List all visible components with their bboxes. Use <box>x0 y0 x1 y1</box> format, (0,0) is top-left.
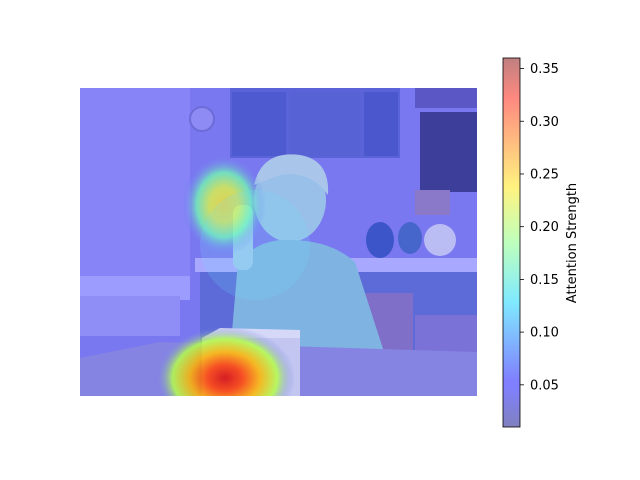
colorbar-tick-label: 0.15 <box>530 273 559 288</box>
colorbar-tick-label: 0.35 <box>530 62 559 77</box>
colorbar: 0.05 0.10 0.15 0.20 0.25 0.30 0.35 Attention S… <box>502 57 580 428</box>
colorbar-frame <box>502 57 521 428</box>
colorbar-tick-label: 0.10 <box>530 326 559 341</box>
colorbar-label: Attention Strength <box>565 183 580 303</box>
colorbar-tick-label: 0.30 <box>530 115 559 130</box>
attention-heatmap-image <box>80 88 477 396</box>
colorbar-ticks: 0.05 0.10 0.15 0.20 0.25 0.30 0.35 <box>520 62 559 393</box>
colorbar-tick-label: 0.25 <box>530 167 559 182</box>
colorbar-gradient <box>503 58 520 427</box>
colorbar-tick-label: 0.20 <box>530 220 559 235</box>
colorbar-tick-label: 0.05 <box>530 378 559 393</box>
